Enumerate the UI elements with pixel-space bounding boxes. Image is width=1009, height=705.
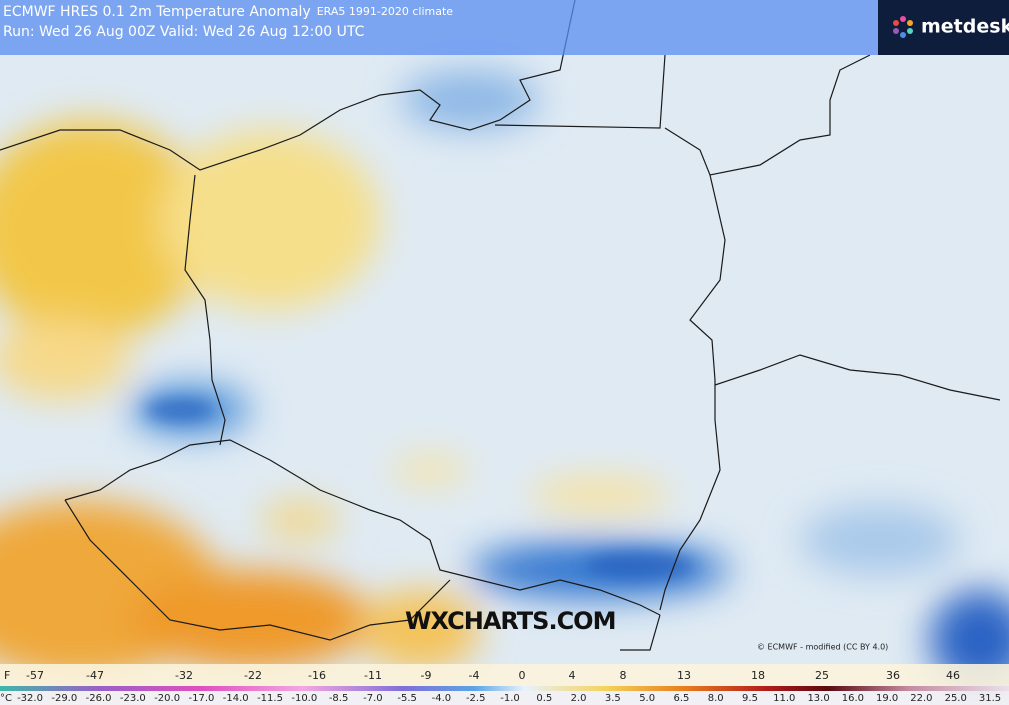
legend-c-label: 19.0 bbox=[876, 693, 898, 704]
legend-c-label: -14.0 bbox=[223, 693, 249, 704]
legend-f-label: -16 bbox=[308, 669, 326, 682]
legend-c-label: -10.0 bbox=[291, 693, 317, 704]
legend-f-label: -9 bbox=[421, 669, 432, 682]
legend-f-row bbox=[0, 664, 1009, 686]
legend-c-label: -26.0 bbox=[86, 693, 112, 704]
legend-f-label: -32 bbox=[175, 669, 193, 682]
legend-c-label: -32.0 bbox=[17, 693, 43, 704]
legend-f-label: -11 bbox=[364, 669, 382, 682]
legend-f-unit: F bbox=[4, 669, 10, 682]
legend-c-unit: °C bbox=[0, 693, 12, 704]
legend-c-label: -8.5 bbox=[329, 693, 349, 704]
legend-c-row bbox=[0, 691, 1009, 705]
legend-f-label: -22 bbox=[244, 669, 262, 682]
legend-f-label: 18 bbox=[751, 669, 765, 682]
legend-c-label: -11.5 bbox=[257, 693, 283, 704]
legend-c-label: -20.0 bbox=[154, 693, 180, 704]
legend-c-label: 9.5 bbox=[742, 693, 758, 704]
legend-c-label: 2.0 bbox=[571, 693, 587, 704]
legend-f-label: 0 bbox=[519, 669, 526, 682]
legend-f-label: 13 bbox=[677, 669, 691, 682]
legend-c-label: -4.0 bbox=[432, 693, 452, 704]
legend: F -57 -47 -32 -22 -16 -11 -9 -4 0 4 8 13 18 25 36 46 °C -3… bbox=[0, 669, 1001, 704]
legend-f-label: -47 bbox=[86, 669, 104, 682]
legend-c-label: -2.5 bbox=[466, 693, 486, 704]
legend-c-label: 11.0 bbox=[773, 693, 795, 704]
legend-c-label: -1.0 bbox=[500, 693, 520, 704]
legend-f-label: 36 bbox=[886, 669, 900, 682]
legend-c-label: 13.0 bbox=[807, 693, 829, 704]
title: ECMWF HRES 0.1 2m Temperature Anomaly ERA… bbox=[3, 4, 453, 20]
logo-icon bbox=[893, 16, 913, 38]
legend-c-label: 0.5 bbox=[536, 693, 552, 704]
legend-c-label: -29.0 bbox=[51, 693, 77, 704]
legend-f-label: 8 bbox=[620, 669, 627, 682]
climate: ERA5 1991-2020 climate bbox=[317, 5, 454, 18]
logo-box bbox=[878, 0, 1009, 55]
legend-c-label: 16.0 bbox=[842, 693, 864, 704]
legend-c-label: -23.0 bbox=[120, 693, 146, 704]
legend-f-label: 25 bbox=[815, 669, 829, 682]
legend-c-label: -17.0 bbox=[188, 693, 214, 704]
legend-c-label: 8.0 bbox=[708, 693, 724, 704]
legend-f-label: 46 bbox=[946, 669, 960, 682]
legend-c-label: 22.0 bbox=[910, 693, 932, 704]
run-info: Run: Wed 26 Aug 00Z Valid: Wed 26 Aug 12… bbox=[3, 24, 365, 40]
legend-c-label: 6.5 bbox=[673, 693, 689, 704]
colorbar bbox=[0, 686, 1009, 691]
borders bbox=[0, 0, 1001, 651]
legend-c-label: 31.5 bbox=[979, 693, 1001, 704]
logo-text: metdesk bbox=[921, 16, 1009, 38]
legend-c-label: 5.0 bbox=[639, 693, 655, 704]
header-bar bbox=[0, 0, 878, 55]
legend-c-label: 25.0 bbox=[945, 693, 967, 704]
legend-f-label: 4 bbox=[569, 669, 576, 682]
legend-c-label: -7.0 bbox=[363, 693, 383, 704]
title-main: ECMWF HRES 0.1 2m Temperature Anomaly bbox=[3, 4, 311, 20]
credit: © ECMWF - modified (CC BY 4.0) bbox=[757, 643, 888, 652]
legend-f-label: -4 bbox=[469, 669, 480, 682]
legend-f-label: -57 bbox=[26, 669, 44, 682]
legend-c-label: 3.5 bbox=[605, 693, 621, 704]
legend-c-label: -5.5 bbox=[397, 693, 417, 704]
watermark: WXCHARTS.COM bbox=[405, 607, 615, 635]
